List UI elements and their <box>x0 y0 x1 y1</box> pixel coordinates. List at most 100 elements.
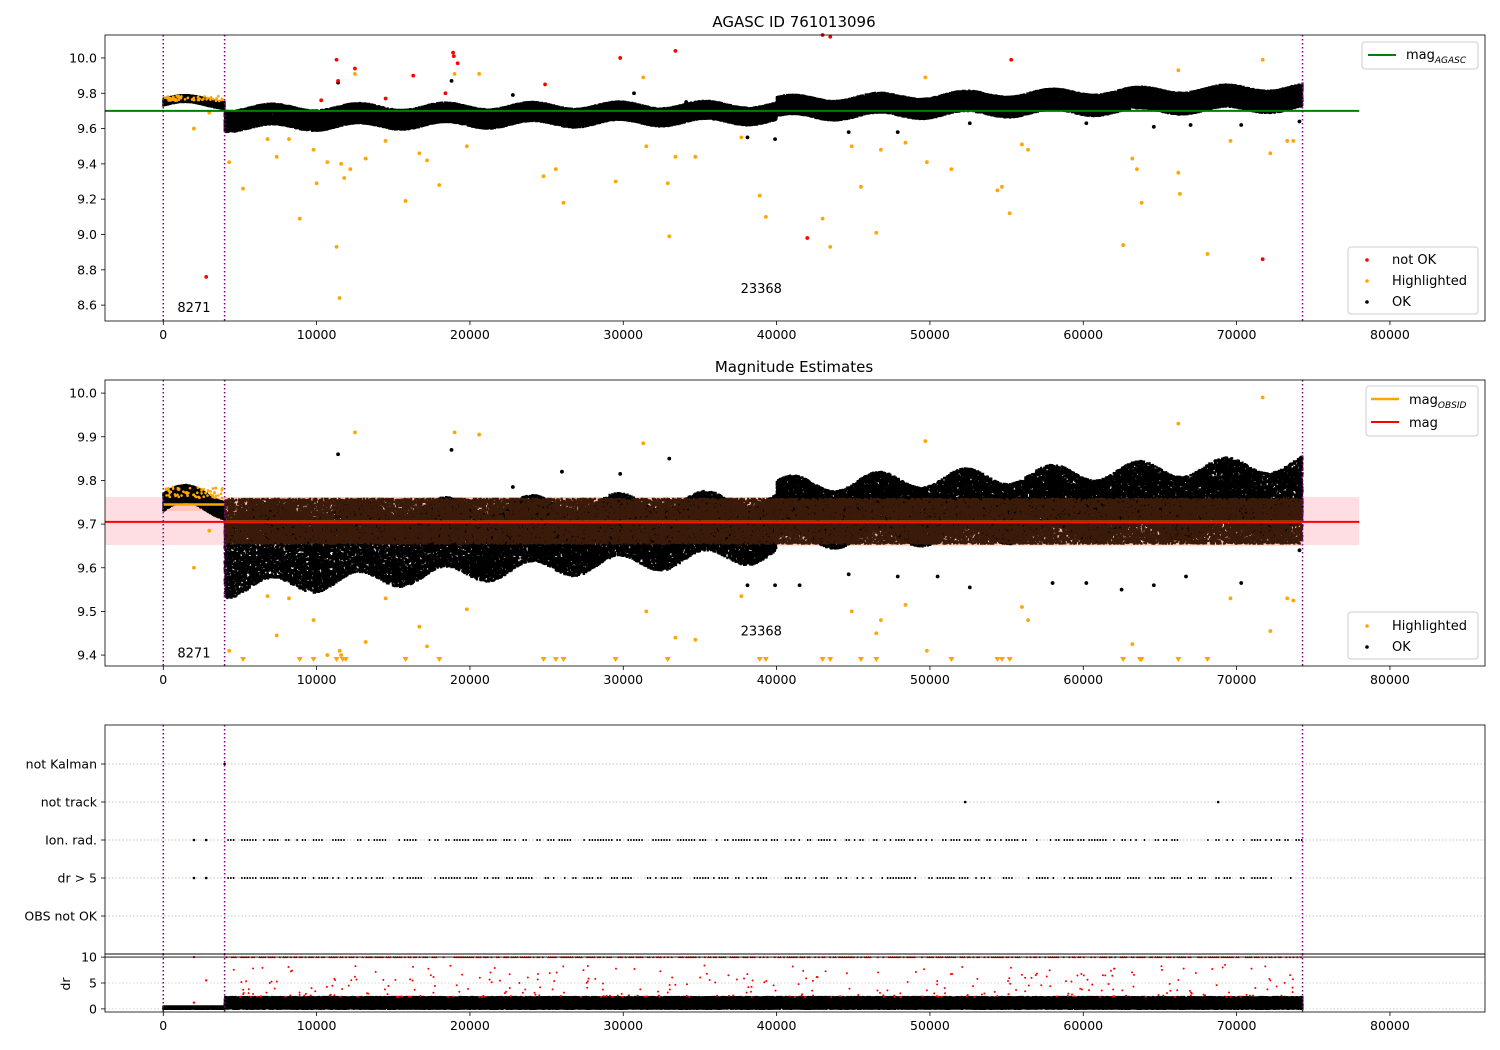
dr-outlier-point <box>1202 993 1205 996</box>
dr-outlier-point <box>498 979 501 982</box>
highlighted-point <box>314 181 319 186</box>
highlighted-point <box>1000 184 1004 189</box>
ok-point <box>1297 548 1302 553</box>
dr-outlier-point <box>703 964 706 967</box>
dr-outlier-point <box>1024 976 1027 979</box>
highlighted-point <box>1260 57 1265 62</box>
flags-axes: OBS not OK dr > 5 Ion. rad. not track not Ka… <box>24 724 1486 955</box>
legend-marker-highlighted <box>1365 279 1369 283</box>
dr-outlier-point <box>1190 992 1193 995</box>
flag-row-label: dr > 5 <box>58 871 97 886</box>
dr-outlier-point <box>1024 990 1027 993</box>
dr-outlier-point <box>249 995 252 998</box>
legend-label-mag-agasc-sub: AGASC <box>1434 56 1467 66</box>
highlighted-point <box>196 95 200 99</box>
dr-outlier-point <box>433 985 436 988</box>
not-ok-point <box>443 91 448 96</box>
dr-outlier-point <box>812 994 815 997</box>
dr-outlier-point <box>788 995 791 998</box>
dr-outlier-point <box>1162 994 1165 997</box>
dr-outlier-point <box>605 994 608 997</box>
x-tick-label: 50000 <box>910 327 950 342</box>
highlighted-point <box>287 596 291 601</box>
dr-outlier-point <box>482 994 485 997</box>
dr-outlier-point <box>508 973 511 976</box>
dr-outlier-point <box>1091 983 1094 986</box>
y-tick-label: 9.4 <box>77 156 97 171</box>
out-of-range-marker <box>1006 657 1013 662</box>
dr-outlier-point <box>1109 969 1112 972</box>
dr-outlier-point <box>555 971 558 974</box>
dr-outlier-point <box>1066 994 1069 997</box>
highlighted-point <box>1228 139 1233 143</box>
dr-outlier-point <box>524 988 527 991</box>
dr-outlier-point <box>876 989 879 992</box>
dr-outlier-point <box>1291 986 1294 989</box>
ok-point <box>1084 581 1089 585</box>
dr-outlier-point <box>943 987 946 990</box>
ok-points-band <box>775 82 1304 122</box>
dr-outlier-point <box>805 977 808 980</box>
highlighted-point <box>274 154 279 159</box>
dr-outlier-point <box>611 995 614 998</box>
highlighted-point <box>641 75 646 80</box>
dr-outlier-point <box>387 985 390 988</box>
highlighted-point <box>167 493 171 497</box>
highlighted-point <box>211 494 215 497</box>
highlighted-point <box>1176 170 1181 175</box>
dr-outlier-point <box>1070 980 1073 983</box>
dr-outlier-point <box>1112 988 1115 991</box>
dr-outlier-point <box>367 992 370 995</box>
ok-point <box>967 121 972 126</box>
not-ok-point <box>334 57 339 62</box>
dr-outlier-point <box>374 970 377 973</box>
dr-outlier-point <box>413 988 416 991</box>
dr-outlier-point <box>951 972 954 975</box>
highlighted-point <box>923 439 928 444</box>
dr-outlier-point <box>996 995 999 998</box>
dr-outlier-point <box>921 995 924 998</box>
dr-outlier-point <box>518 981 521 984</box>
dr-outlier-point <box>1194 971 1197 974</box>
not-ok-point <box>204 274 209 279</box>
highlighted-point <box>209 95 213 99</box>
dr-outlier-point <box>467 987 470 990</box>
highlighted-point <box>613 179 618 184</box>
dr-outlier-point <box>490 981 493 984</box>
ok-point <box>1239 581 1244 585</box>
highlighted-point <box>194 495 198 499</box>
dr-outlier-point <box>400 995 403 998</box>
dr-outlier-point <box>906 980 909 983</box>
dr-outlier-point <box>751 979 754 982</box>
dr-outlier-point <box>936 980 939 983</box>
dr-outlier-point <box>1182 967 1185 970</box>
y-tick-label: 10.0 <box>69 386 97 401</box>
dr-outlier-point <box>407 995 410 998</box>
highlighted-point <box>167 489 171 493</box>
y-tick-label: 9.0 <box>77 227 97 242</box>
dr-outlier-point <box>289 994 292 997</box>
dr-outlier-point <box>303 994 306 997</box>
dr-outlier-point <box>252 967 255 970</box>
dr-outlier-point <box>1107 982 1110 985</box>
out-of-range-marker <box>664 657 671 662</box>
flag-point <box>223 762 226 766</box>
dr-outlier-point <box>587 977 590 980</box>
dr-outlier-point <box>750 995 753 998</box>
x-tick-label: 70000 <box>1217 327 1257 342</box>
highlighted-point <box>213 492 216 495</box>
ok-point <box>967 585 972 590</box>
legend-label-mag: mag <box>1409 416 1438 431</box>
highlighted-point <box>1026 618 1030 623</box>
highlighted-point <box>188 486 192 490</box>
highlighted-point <box>383 596 388 601</box>
legend-label-ok: OK <box>1392 295 1411 310</box>
dr-outlier-point <box>1160 965 1163 968</box>
x-tick-label: 40000 <box>757 672 797 687</box>
flag-row-label: Ion. rad. <box>45 833 97 848</box>
dr-outlier-point <box>310 987 313 990</box>
dr-outlier-point <box>621 995 624 998</box>
out-of-range-marker <box>1175 657 1182 662</box>
dr-outlier-point <box>993 990 996 993</box>
dr-outlier-point <box>877 971 880 974</box>
